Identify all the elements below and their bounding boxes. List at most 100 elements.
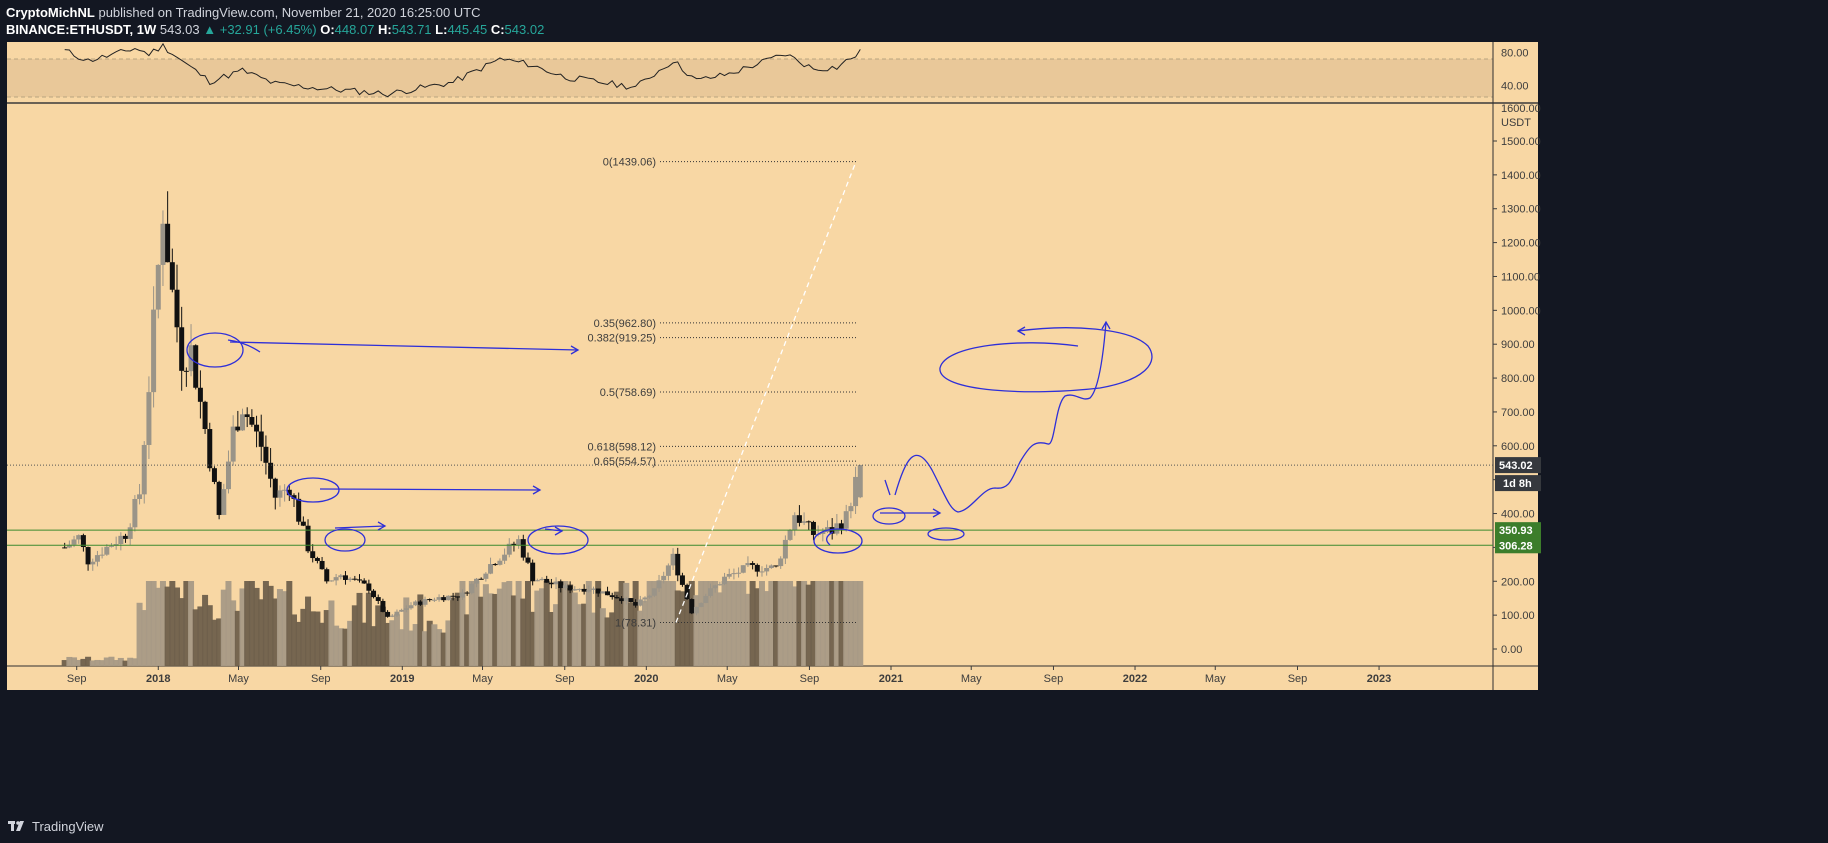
fib-retracement[interactable]: 0(1439.06) 0.35(962.80) 0.382(919.25) 0.5(7… [588, 157, 857, 630]
annotation-circle [813, 528, 863, 554]
candle-body [305, 525, 311, 552]
author-name[interactable]: CryptoMichNL [6, 5, 95, 20]
candle-body [455, 596, 461, 598]
price-tick-label: 900.00 [1501, 339, 1535, 351]
annotation-stroke [884, 479, 891, 496]
volume-bar [567, 584, 574, 666]
time-tick-label: 2021 [879, 673, 903, 685]
candle-body [389, 615, 395, 617]
candle-body [562, 585, 568, 589]
candle-body [595, 588, 601, 594]
current-price-label: 543.02 [1499, 460, 1533, 472]
volume-bar [379, 606, 386, 666]
candle-body [488, 564, 494, 574]
time-tick-label: Sep [311, 673, 331, 685]
volume-bar [571, 592, 578, 666]
annotation-arrow [229, 341, 579, 351]
candle-body [707, 588, 713, 596]
candle-body [576, 588, 582, 590]
candle-body [268, 462, 274, 479]
time-tick-label: 2020 [634, 673, 658, 685]
volume-bar [389, 620, 396, 666]
last-price: 543.03 [159, 22, 200, 37]
annotation-circle [186, 332, 244, 368]
volume-bar [253, 587, 260, 666]
candle-body [104, 546, 110, 555]
close-value: 543.02 [504, 22, 545, 37]
candle-body [591, 588, 597, 590]
candle-body [403, 608, 409, 610]
candle-body [249, 417, 255, 425]
candle-body [773, 565, 779, 567]
current-price-badge[interactable] [1495, 457, 1541, 474]
candle-body [132, 498, 138, 528]
volume-bar [824, 581, 831, 666]
volume-bar [103, 657, 110, 666]
volume-bar [113, 659, 120, 666]
candle-body [703, 595, 709, 603]
volume-bar [305, 596, 312, 666]
candle-body [90, 561, 96, 565]
chart-footer: TradingView [0, 811, 1828, 843]
time-tick-label: 2022 [1123, 673, 1147, 685]
volume-bar [843, 581, 850, 666]
volume-bar [169, 581, 176, 666]
volume-bar [496, 588, 503, 666]
volume-bar [557, 581, 564, 666]
price-tick-label: 1000.00 [1501, 305, 1541, 317]
candle-body [385, 611, 391, 617]
volume-bar [159, 581, 166, 666]
candle-body [436, 597, 442, 600]
candle-body [843, 511, 849, 529]
candle-body [647, 595, 653, 598]
time-tick-label: May [472, 673, 493, 685]
candle-body [782, 539, 788, 559]
level-badge [1495, 537, 1541, 554]
volume-series [61, 581, 864, 666]
volume-bar [740, 581, 747, 666]
candle-body [712, 585, 718, 589]
price-tick-label: 700.00 [1501, 407, 1535, 419]
price-tick-label: 800.00 [1501, 373, 1535, 385]
volume-bar [553, 604, 560, 666]
symbol-name[interactable]: BINANCE:ETHUSDT, 1W [6, 22, 157, 37]
candle-body [651, 588, 657, 596]
candle-body [656, 580, 662, 589]
candle-body [810, 521, 816, 535]
candle-body [675, 553, 681, 576]
annotation-arrow [334, 525, 386, 529]
candle-body [642, 597, 648, 600]
level-badge [1495, 522, 1541, 539]
candle-body [282, 489, 288, 491]
volume-bar [225, 581, 232, 666]
volume-bar [436, 629, 443, 666]
volume-bar [501, 582, 508, 666]
candle-body [839, 523, 845, 529]
candle-body [722, 576, 728, 585]
candle-body [679, 575, 685, 585]
level-badge-label: 350.93 [1499, 525, 1533, 537]
candle-body [525, 557, 531, 563]
candle-body [502, 554, 508, 561]
volume-bar [459, 581, 466, 666]
candle-body [244, 414, 250, 418]
volume-bar [155, 587, 162, 666]
candle-body [445, 595, 451, 601]
volume-bar [492, 593, 499, 666]
volume-bar [464, 614, 471, 666]
candle-body [160, 223, 166, 265]
fib-level-label: 0.618(598.12) [588, 441, 657, 453]
volume-bar [136, 602, 143, 666]
candle-body [151, 309, 157, 393]
time-axis[interactable]: Sep 2018 May Sep 2019 May Sep 2020 May Sep 2021 May… [67, 666, 1391, 685]
annotations[interactable] [186, 320, 1153, 555]
candle-body [394, 611, 400, 616]
price-tick-label: 100.00 [1501, 610, 1535, 622]
volume-bar [693, 595, 700, 666]
volume-bar [478, 596, 485, 666]
volume-bar [829, 581, 836, 666]
tradingview-brand[interactable]: TradingView [8, 819, 104, 834]
candle-body [572, 589, 578, 591]
annotation-circle [927, 527, 965, 541]
